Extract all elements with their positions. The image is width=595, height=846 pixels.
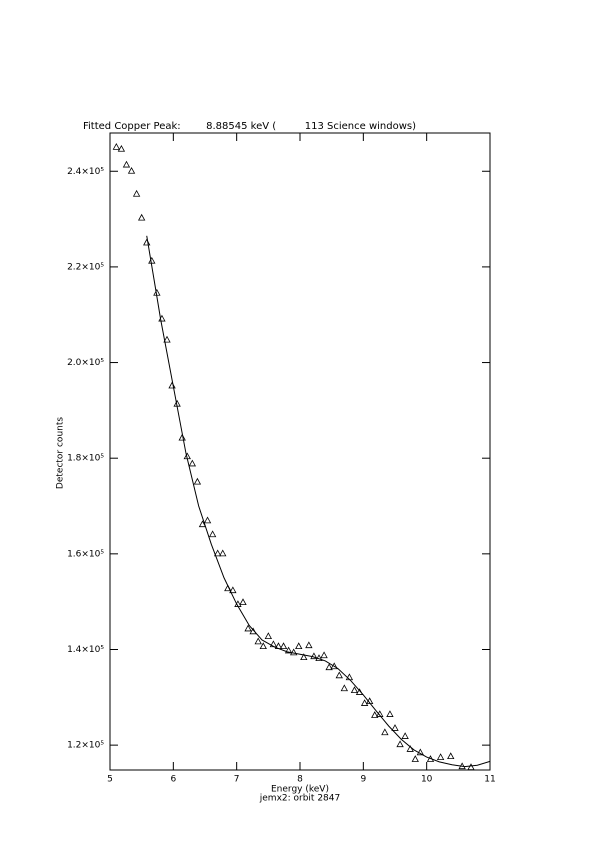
data-point [325,663,333,671]
y-tick-label: 2.4×10⁵ [67,167,104,177]
data-point [350,686,359,694]
data-point [178,433,186,441]
y-tick-label: 1.4×10⁵ [67,645,104,655]
data-point [132,189,141,197]
data-point [198,520,207,528]
x-tick-label: 11 [484,775,495,785]
data-point [229,586,237,594]
data-point [122,160,131,168]
data-point [305,641,313,649]
data-point [112,143,121,150]
data-point [406,745,414,752]
data-point [219,549,227,557]
x-tick-label: 8 [297,775,303,785]
data-point [396,740,404,748]
data-point [284,646,293,654]
data-point [300,653,308,661]
data-point [117,144,126,152]
data-point [137,213,146,221]
y-tick-label: 2.2×10⁵ [67,262,104,272]
data-point [401,732,409,739]
x-tick-label: 6 [170,775,176,785]
data-point [259,642,267,650]
x-tick-label: 7 [234,775,240,785]
data-point [127,166,136,174]
y-tick-label: 1.2×10⁵ [67,741,104,751]
data-point [447,752,455,760]
data-point [371,711,379,718]
data-point [320,651,328,659]
data-point [188,459,197,467]
chart-title: Fitted Copper Peak: 8.88545 keV ( 113 Sc… [83,121,416,132]
data-point [391,724,399,731]
data-point [213,549,222,557]
data-point [289,648,298,656]
x-tick-label: 5 [107,775,113,785]
data-point [340,684,349,692]
data-point [239,598,247,606]
y-tick-label: 1.6×10⁵ [67,549,104,559]
data-point [244,624,252,632]
x-tick-label: 10 [421,775,433,785]
data-point [310,652,318,660]
y-tick-label: 1.8×10⁵ [67,454,104,464]
y-tick-label: 2.0×10⁵ [67,358,104,368]
data-point [254,637,262,645]
data-point [193,477,202,485]
subtitle: jemx2: orbit 2847 [259,794,340,804]
data-point [295,642,303,650]
data-point [436,753,445,760]
data-point [467,763,475,771]
data-point [416,748,425,756]
y-axis-label: Detector counts [56,417,66,489]
data-point [203,516,212,524]
data-point [335,671,343,679]
data-point [208,530,217,538]
data-point [360,699,369,706]
x-axis-label: Energy (keV) [271,785,329,795]
data-point [163,335,171,343]
fit-line [146,235,491,768]
data-point [381,728,389,736]
x-tick-label: 9 [360,775,366,785]
data-point [411,755,419,762]
data-point [386,710,394,717]
data-point [264,632,273,639]
data-point [279,642,288,650]
